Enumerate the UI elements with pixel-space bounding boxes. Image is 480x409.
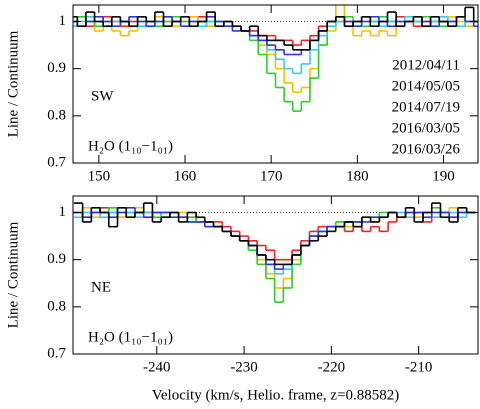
x-tick-label: -210 <box>405 359 433 375</box>
step-connector <box>81 203 468 265</box>
y-tick-label: 1 <box>59 204 67 220</box>
y-tick-label: 0.8 <box>47 107 66 123</box>
legend-entry: 2014/07/19 <box>392 99 460 115</box>
y-axis-label: Line / Continuum <box>5 221 21 328</box>
x-tick-label: 190 <box>432 168 455 184</box>
series <box>73 206 476 289</box>
step-connector <box>81 207 459 288</box>
step-connector <box>76 7 475 50</box>
series <box>73 206 476 261</box>
legend-entry: 2016/03/05 <box>392 120 460 136</box>
y-tick-label: 0.7 <box>47 154 66 170</box>
x-tick-label: -230 <box>230 359 258 375</box>
plot-area <box>73 5 478 112</box>
species-label: H₂O (1₁₀−1₀₁) <box>88 138 173 154</box>
x-tick-label: -240 <box>143 359 171 375</box>
y-tick-label: 0.7 <box>47 345 66 361</box>
legend-entry: 2012/04/11 <box>392 57 460 73</box>
plot-area <box>73 202 478 303</box>
x-tick-label: 150 <box>88 168 111 184</box>
x-axis-label: Velocity (km/s, Helio. frame, z=0.88582) <box>152 387 400 403</box>
plot-frame <box>72 4 479 164</box>
y-tick-label: 0.8 <box>47 298 66 314</box>
y-tick-label: 0.9 <box>47 251 66 267</box>
y-axis-label: Line / Continuum <box>5 30 21 137</box>
legend-entry: 2016/03/26 <box>392 141 461 157</box>
x-tick-label: -220 <box>318 359 346 375</box>
legend-entry: 2014/05/05 <box>392 78 460 94</box>
plot-frame <box>72 195 479 355</box>
y-tick-label: 1 <box>59 13 67 29</box>
step-connector <box>81 207 459 260</box>
species-label: H₂O (1₁₀−1₀₁) <box>88 329 173 345</box>
x-tick-label: 180 <box>346 168 369 184</box>
series <box>73 6 478 51</box>
y-tick-label: 0.9 <box>47 60 66 76</box>
region-label: SW <box>91 88 114 104</box>
x-tick-label: 170 <box>260 168 283 184</box>
x-tick-label: 160 <box>174 168 197 184</box>
region-label: NE <box>91 279 111 295</box>
